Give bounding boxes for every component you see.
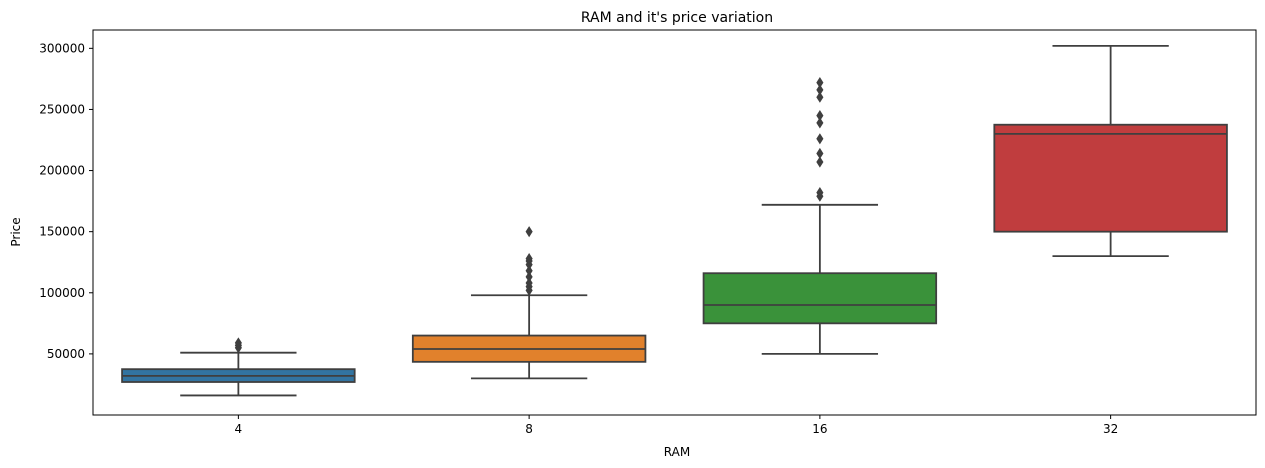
outlier-point-16-3 — [816, 147, 824, 160]
outlier-point-16-4 — [816, 133, 824, 145]
box-group-4 — [121, 337, 356, 397]
outlier-point-16-2 — [816, 156, 824, 168]
box-group-32 — [993, 44, 1228, 258]
y-tick-label-300000: 300000 — [39, 41, 85, 55]
chart-title: RAM and it's price variation — [581, 10, 773, 26]
outlier-point-4-2 — [234, 337, 242, 349]
x-tick-label-16: 16 — [812, 422, 827, 436]
outlier-point-8-2 — [525, 277, 533, 289]
x-tick-label-4: 4 — [235, 422, 243, 436]
x-tick-label-8: 8 — [525, 422, 533, 436]
outlier-point-16-5 — [816, 117, 824, 129]
box-group-8 — [411, 226, 647, 380]
axes: 4 8 16 32 50000 100000 150000 200000 250000 30000… — [39, 29, 1257, 436]
plot-frame — [92, 29, 1257, 416]
y-tick-label-150000: 150000 — [39, 225, 85, 239]
box-16 — [702, 272, 938, 325]
outlier-point-16-8 — [816, 84, 824, 96]
y-tick-label-250000: 250000 — [39, 102, 85, 116]
x-tick-label-32: 32 — [1103, 422, 1118, 436]
box-group-16 — [702, 77, 938, 355]
plot-area — [121, 44, 1228, 397]
outlier-point-16-9 — [816, 77, 824, 89]
outlier-point-8-7 — [525, 253, 533, 265]
outlier-point-16-1 — [816, 187, 824, 199]
y-tick-label-100000: 100000 — [39, 286, 85, 300]
outlier-point-16-6 — [816, 110, 824, 122]
y-tick-label-200000: 200000 — [39, 164, 85, 178]
outlier-point-8-8 — [525, 226, 533, 238]
y-axis-label: Price — [9, 217, 23, 246]
outlier-point-8-3 — [525, 271, 533, 283]
y-tick-label-50000: 50000 — [47, 347, 85, 361]
outlier-point-16-7 — [816, 91, 824, 103]
x-axis-label: RAM — [664, 445, 690, 459]
box-32 — [993, 123, 1228, 233]
outlier-point-8-4 — [525, 265, 533, 277]
